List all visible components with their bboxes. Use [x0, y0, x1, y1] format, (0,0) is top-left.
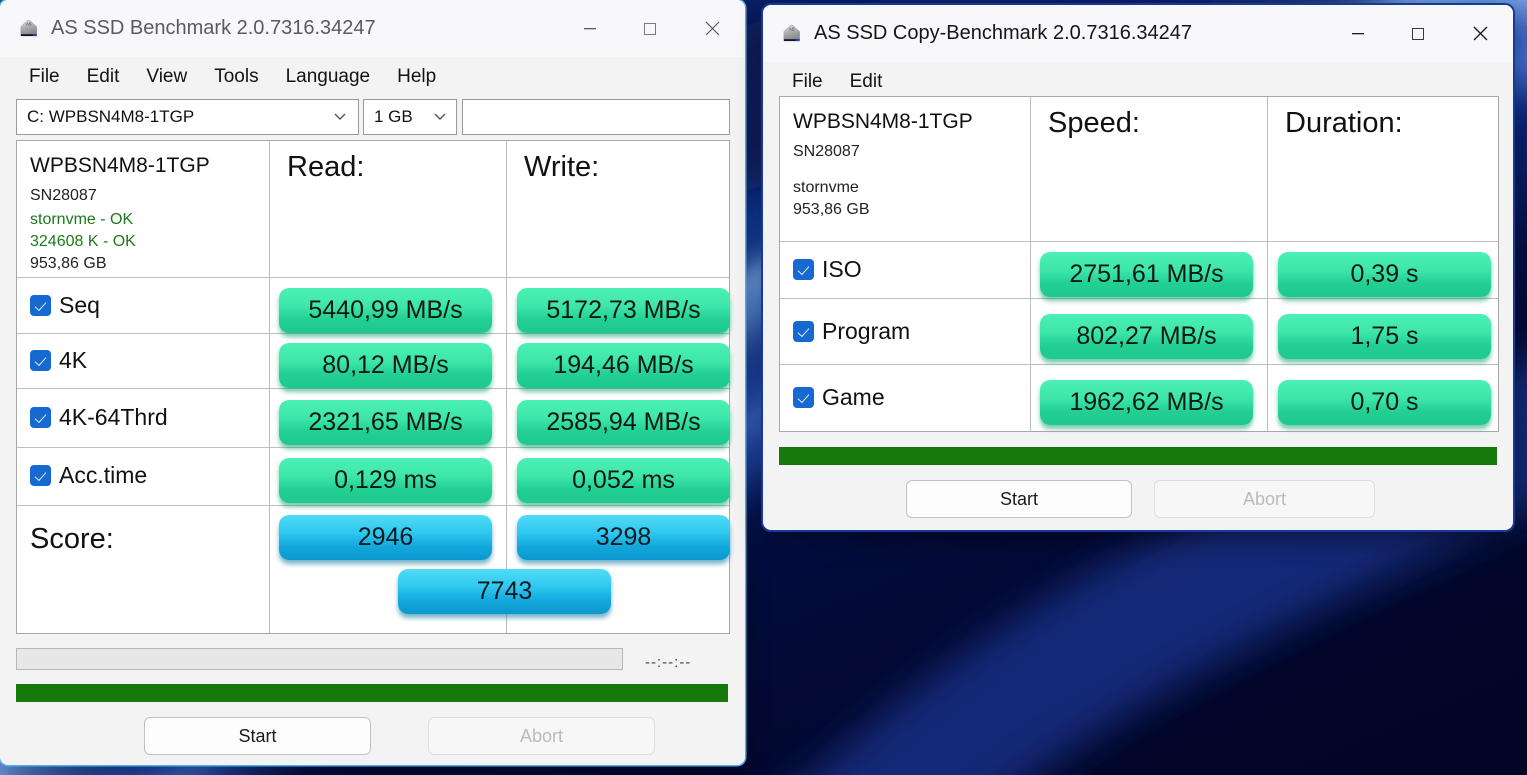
svg-text:AS: AS	[789, 26, 795, 31]
svg-text:AS: AS	[26, 21, 32, 26]
